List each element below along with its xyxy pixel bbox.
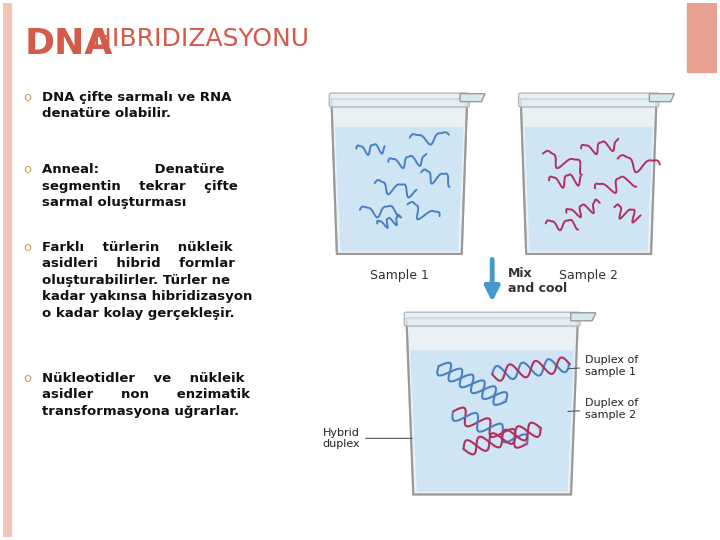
Polygon shape [410,350,575,492]
Text: DNA: DNA [24,27,112,61]
Text: Duplex of
sample 1: Duplex of sample 1 [568,355,639,377]
Polygon shape [649,93,675,102]
Polygon shape [331,99,467,254]
Text: DNA çifte sarmalı ve RNA
denatüre olabilir.: DNA çifte sarmalı ve RNA denatüre olabil… [42,91,231,120]
Polygon shape [521,99,657,254]
Text: o: o [23,91,31,104]
Text: o: o [23,372,31,384]
Text: Anneal:            Denatüre
segmentin    tekrar    çifte
sarmal oluşturması: Anneal: Denatüre segmentin tekrar çifte … [42,163,238,209]
Text: o: o [23,241,31,254]
Text: Sample 1: Sample 1 [370,269,428,282]
FancyBboxPatch shape [518,93,659,107]
Text: HIBRIDIZASYONU: HIBRIDIZASYONU [85,27,309,51]
Text: o: o [23,163,31,176]
Bar [3,3,12,537]
Bar [687,3,717,72]
Polygon shape [524,127,653,251]
Text: Duplex of
sample 2: Duplex of sample 2 [568,398,639,420]
Polygon shape [406,318,578,495]
FancyBboxPatch shape [405,312,580,326]
Text: Nükleotidler    ve    nükleik
asidler      non      enzimatik
transformasyona uğ: Nükleotidler ve nükleik asidler non enzi… [42,372,250,417]
FancyBboxPatch shape [329,93,469,107]
Polygon shape [571,313,595,321]
Polygon shape [335,127,464,251]
Text: Sample 2: Sample 2 [559,269,618,282]
Text: Farklı    türlerin    nükleik
asidleri    hibrid    formlar
oluşturabilirler. Tü: Farklı türlerin nükleik asidleri hibrid … [42,241,253,320]
Text: Mix
and cool: Mix and cool [508,267,567,295]
Text: Hybrid
duplex: Hybrid duplex [323,428,413,449]
Polygon shape [460,93,485,102]
